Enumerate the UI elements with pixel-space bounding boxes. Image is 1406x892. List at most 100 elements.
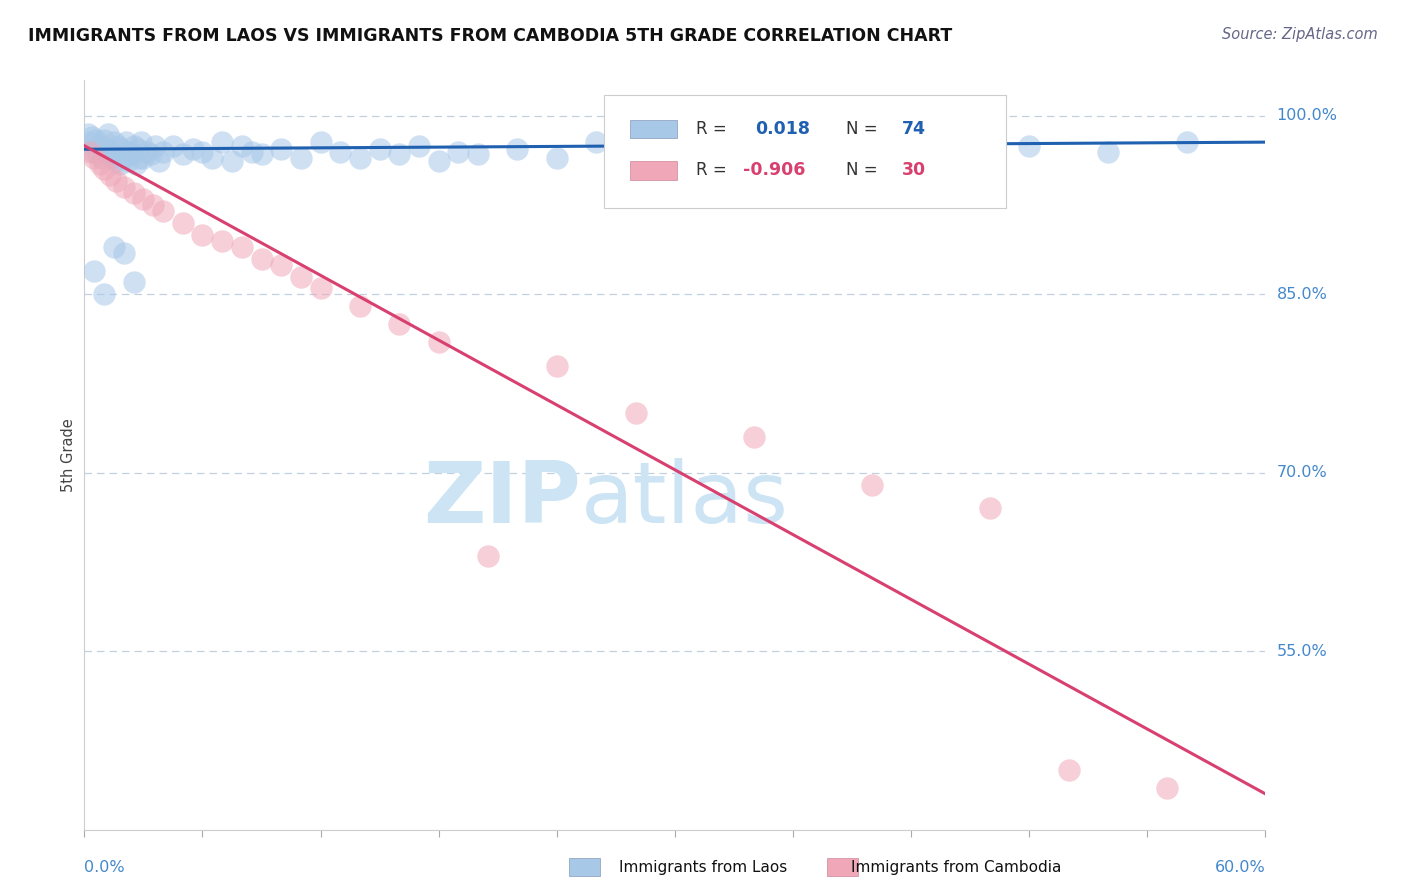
Point — [585, 135, 607, 149]
Text: R =: R = — [696, 120, 733, 138]
Point — [388, 147, 411, 161]
Point — [83, 145, 105, 159]
Text: 74: 74 — [901, 120, 925, 138]
Point — [94, 142, 117, 156]
Point — [82, 130, 104, 145]
Point — [290, 151, 312, 165]
Point — [211, 135, 233, 149]
Point — [89, 156, 111, 170]
Point — [128, 151, 150, 165]
Point — [121, 147, 143, 161]
Point — [624, 145, 647, 159]
Point — [388, 317, 411, 331]
Point — [782, 138, 804, 153]
Point — [250, 252, 273, 266]
Point — [231, 138, 253, 153]
Point — [181, 142, 204, 156]
Point — [191, 227, 214, 242]
Text: Immigrants from Laos: Immigrants from Laos — [619, 860, 787, 874]
Point — [112, 180, 135, 194]
Point — [98, 145, 121, 159]
Text: IMMIGRANTS FROM LAOS VS IMMIGRANTS FROM CAMBODIA 5TH GRADE CORRELATION CHART: IMMIGRANTS FROM LAOS VS IMMIGRANTS FROM … — [28, 27, 952, 45]
Point — [112, 151, 135, 165]
Point — [1156, 780, 1178, 795]
Point — [142, 198, 165, 212]
Text: 60.0%: 60.0% — [1215, 860, 1265, 875]
Point — [349, 299, 371, 313]
Point — [742, 430, 765, 444]
Text: atlas: atlas — [581, 458, 789, 541]
Point — [87, 147, 110, 161]
Point — [152, 204, 174, 219]
Point — [1175, 135, 1198, 149]
Point — [309, 281, 332, 295]
Point — [172, 216, 194, 230]
Point — [162, 138, 184, 153]
Point — [191, 145, 214, 159]
Point — [664, 142, 686, 156]
Y-axis label: 5th Grade: 5th Grade — [60, 418, 76, 491]
Point — [101, 151, 124, 165]
Point — [329, 145, 352, 159]
Text: R =: R = — [696, 161, 733, 179]
Point — [309, 135, 332, 149]
Point — [152, 145, 174, 159]
Point — [104, 154, 127, 169]
Point — [97, 127, 120, 141]
Point — [250, 147, 273, 161]
Point — [723, 147, 745, 161]
FancyBboxPatch shape — [630, 161, 678, 179]
Text: ZIP: ZIP — [423, 458, 581, 541]
Bar — [569, 858, 600, 876]
Point — [97, 147, 120, 161]
Text: N =: N = — [846, 161, 883, 179]
Point — [408, 138, 430, 153]
Point — [143, 138, 166, 153]
Point — [93, 133, 115, 147]
Point — [104, 174, 127, 188]
Point — [114, 135, 136, 149]
Point — [211, 234, 233, 248]
Point — [221, 154, 243, 169]
Point — [447, 145, 470, 159]
Point — [127, 142, 149, 156]
Point — [93, 287, 115, 301]
Point — [111, 142, 134, 156]
Point — [201, 151, 224, 165]
Point — [270, 142, 292, 156]
Point — [122, 186, 145, 201]
Point — [141, 147, 163, 161]
Point — [467, 147, 489, 161]
Point — [172, 147, 194, 161]
Point — [83, 263, 105, 277]
FancyBboxPatch shape — [605, 95, 1005, 208]
Point — [108, 156, 131, 170]
Point — [77, 127, 100, 141]
Point — [107, 138, 129, 153]
Text: 85.0%: 85.0% — [1277, 287, 1327, 301]
Point — [427, 154, 450, 169]
Point — [1097, 145, 1119, 159]
Text: 0.0%: 0.0% — [84, 860, 125, 875]
Point — [368, 142, 391, 156]
Point — [1018, 138, 1040, 153]
Point — [860, 145, 883, 159]
Point — [506, 142, 529, 156]
FancyBboxPatch shape — [630, 120, 678, 138]
Text: N =: N = — [846, 120, 883, 138]
Bar — [827, 858, 858, 876]
Point — [231, 240, 253, 254]
Text: 55.0%: 55.0% — [1277, 644, 1327, 658]
Text: 100.0%: 100.0% — [1277, 109, 1337, 123]
Point — [79, 135, 101, 149]
Point — [132, 151, 155, 165]
Point — [103, 135, 125, 149]
Point — [290, 269, 312, 284]
Point — [118, 145, 141, 159]
Text: -0.906: -0.906 — [744, 161, 806, 179]
Point — [84, 133, 107, 147]
Point — [79, 145, 101, 159]
Text: Immigrants from Cambodia: Immigrants from Cambodia — [851, 860, 1062, 874]
Point — [979, 501, 1001, 516]
Point — [98, 169, 121, 183]
